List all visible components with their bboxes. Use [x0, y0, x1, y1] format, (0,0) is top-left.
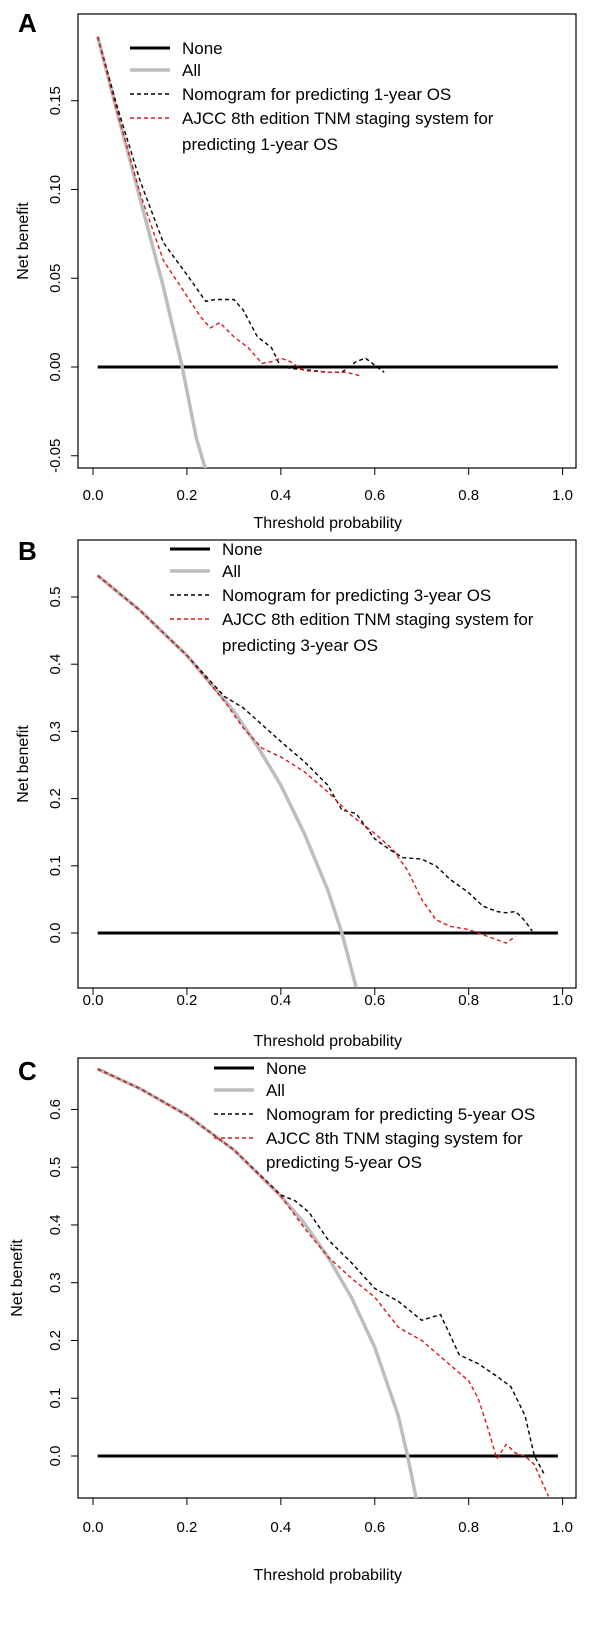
series-nomogram-line	[97, 36, 385, 373]
x-axis-label: Threshold probability	[254, 1567, 403, 1584]
x-tick-label: 0.4	[270, 1519, 291, 1536]
x-tick-label: 0.2	[176, 1519, 197, 1536]
y-axis-label: Net benefit	[9, 1239, 26, 1317]
y-tick-label: 0.0	[47, 1446, 64, 1467]
y-tick-label: -0.05	[47, 439, 64, 473]
series-ajcc-line	[97, 36, 361, 377]
legend-label-all: All	[182, 61, 201, 80]
x-tick-label: 1.0	[552, 992, 573, 1009]
series-all-line	[96, 36, 207, 468]
y-tick-label: 0.1	[47, 1388, 64, 1409]
y-tick-label: 0.4	[47, 654, 64, 675]
x-tick-label: 0.8	[458, 487, 479, 504]
legend-label-all: All	[222, 562, 241, 581]
legend-label-all: All	[266, 1081, 285, 1100]
legend-label-nomogram: Nomogram for predicting 1-year OS	[182, 85, 451, 104]
plot-frame	[77, 1057, 577, 1499]
legend-label-nomogram: Nomogram for predicting 5-year OS	[266, 1105, 535, 1124]
y-tick-label: 0.05	[47, 264, 64, 293]
y-axis-label: Net benefit	[15, 725, 32, 803]
x-tick-label: 0.0	[83, 1519, 104, 1536]
panel-label: B	[18, 536, 37, 566]
y-tick-label: 0.10	[47, 175, 64, 204]
x-tick-label: 0.6	[364, 992, 385, 1009]
plot-series	[96, 1067, 558, 1498]
x-axis-label: Threshold probability	[254, 1033, 403, 1050]
x-tick-label: 1.0	[552, 1519, 573, 1536]
x-tick-label: 0.8	[458, 1519, 479, 1536]
x-tick-label: 0.6	[364, 487, 385, 504]
series-ajcc-line	[97, 574, 517, 944]
legend-label-ajcc-line2: predicting 5-year OS	[266, 1153, 422, 1172]
panel-label: A	[18, 8, 37, 38]
x-tick-label: 0.6	[364, 1519, 385, 1536]
legend-label-ajcc-line1: AJCC 8th TNM staging system for	[266, 1129, 523, 1148]
y-tick-label: 0.15	[47, 86, 64, 115]
x-tick-label: 0.4	[270, 487, 291, 504]
legend-label-ajcc-line2: predicting 1-year OS	[182, 135, 338, 154]
y-tick-label: 0.4	[47, 1215, 64, 1236]
legend-label-none: None	[266, 1059, 307, 1078]
legend-label-ajcc-line2: predicting 3-year OS	[222, 636, 378, 655]
y-tick-label: 0.2	[47, 788, 64, 809]
y-tick-label: 0.5	[47, 1157, 64, 1178]
x-tick-label: 0.0	[83, 992, 104, 1009]
x-tick-label: 1.0	[552, 487, 573, 504]
plot-series	[96, 574, 558, 988]
y-tick-label: 0.0	[47, 923, 64, 944]
y-tick-label: 0.3	[47, 721, 64, 742]
legend-label-nomogram: Nomogram for predicting 3-year OS	[222, 586, 491, 605]
x-tick-label: 0.0	[83, 487, 104, 504]
y-tick-label: 0.2	[47, 1330, 64, 1351]
plot-series	[96, 36, 558, 468]
y-tick-label: 0.3	[47, 1272, 64, 1293]
y-tick-label: 0.00	[47, 352, 64, 381]
y-tick-label: 0.5	[47, 587, 64, 608]
x-tick-label: 0.4	[270, 992, 291, 1009]
plot-frame	[77, 539, 577, 989]
y-tick-label: 0.1	[47, 855, 64, 876]
x-axis-label: Threshold probability	[254, 515, 403, 532]
legend-label-none: None	[222, 540, 263, 559]
panel-label: C	[18, 1056, 37, 1086]
legend-label-none: None	[182, 39, 223, 58]
y-tick-label: 0.6	[47, 1099, 64, 1120]
y-axis-label: Net benefit	[15, 202, 32, 280]
plot-frame	[77, 13, 577, 469]
series-nomogram-line	[97, 574, 533, 932]
x-tick-label: 0.2	[176, 992, 197, 1009]
x-tick-label: 0.8	[458, 992, 479, 1009]
legend-label-ajcc-line1: AJCC 8th edition TNM staging system for	[182, 109, 494, 128]
x-tick-label: 0.2	[176, 487, 197, 504]
legend-label-ajcc-line1: AJCC 8th edition TNM staging system for	[222, 610, 534, 629]
series-ajcc-line	[97, 1068, 550, 1497]
